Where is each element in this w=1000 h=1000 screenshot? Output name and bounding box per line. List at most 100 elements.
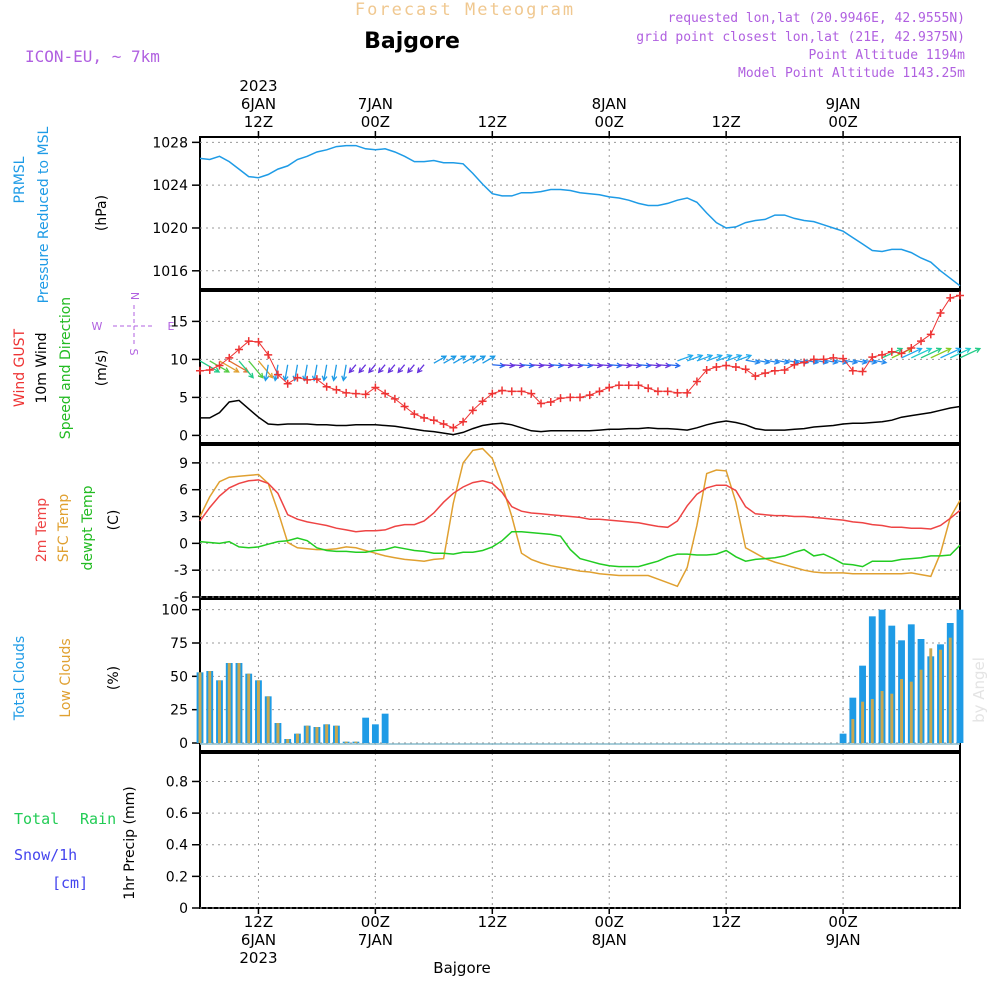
wind-arrow xyxy=(725,354,743,362)
requested-coords: requested lon,lat (20.9946E, 42.9555N) xyxy=(668,11,965,26)
dewpt-series-line xyxy=(199,530,961,568)
wind-arrow xyxy=(263,364,270,382)
wind-arrow xyxy=(872,358,888,365)
clouds-panel: Total Clouds Low Clouds (%) 0 25 50 75 100 xyxy=(12,603,964,752)
gust-marker xyxy=(439,420,448,428)
location-title: Bajgore xyxy=(364,29,460,54)
total-cloud-bar xyxy=(888,625,896,743)
y-tick-label: 0.4 xyxy=(166,838,188,854)
y-tick-label: 0 xyxy=(179,736,188,752)
wind-arrow xyxy=(453,355,467,364)
gust-marker xyxy=(634,381,643,390)
wind-arrow xyxy=(228,360,250,373)
gust-markers xyxy=(196,291,964,432)
total-cloud-bar xyxy=(381,713,389,743)
gust-marker xyxy=(420,413,429,422)
pressure-unit: (hPa) xyxy=(94,195,110,231)
wind-arrow xyxy=(321,364,328,382)
low-cloud-bar xyxy=(227,663,231,743)
gust-marker xyxy=(488,389,497,398)
top-time-label: 12Z xyxy=(244,113,273,131)
gust-marker xyxy=(770,366,779,375)
clouds-unit: (%) xyxy=(106,666,122,690)
wind-arrow xyxy=(248,360,264,379)
gust-marker xyxy=(722,361,731,370)
wind-arrow xyxy=(589,362,604,369)
low-cloud-bar xyxy=(218,680,221,743)
gust-marker xyxy=(731,363,740,371)
10m-wind-label: 10m Wind xyxy=(34,332,50,403)
bottom-time-label: 7JAN xyxy=(358,931,393,949)
gust-marker xyxy=(215,361,224,370)
gust-marker xyxy=(829,353,838,362)
low-cloud-bar xyxy=(257,680,260,743)
y-tick-label: 50 xyxy=(170,669,188,685)
watermark: by Angel xyxy=(970,657,988,723)
gust-marker xyxy=(741,365,750,374)
gust-marker xyxy=(644,384,653,393)
wind-arrow xyxy=(331,364,338,382)
wind-arrow xyxy=(648,362,662,369)
wind-arrow xyxy=(358,364,367,374)
dewpt-temp-label: dewpt Temp xyxy=(80,485,96,570)
gust-marker xyxy=(225,353,234,362)
gust-marker xyxy=(400,402,409,411)
compass-rose: N S W E xyxy=(92,292,175,356)
precip-frame xyxy=(199,752,961,909)
wind-arrow xyxy=(716,354,733,362)
gust-marker xyxy=(527,389,536,398)
gust-marker xyxy=(819,355,828,364)
gust-marker xyxy=(595,387,604,396)
wind-arrow xyxy=(570,362,584,369)
y-tick-label: 15 xyxy=(170,314,188,330)
total-cloud-bar xyxy=(371,724,379,743)
wind-arrow xyxy=(959,347,982,359)
wind-arrow xyxy=(341,364,348,382)
gust-marker xyxy=(468,406,477,415)
low-cloud-bar xyxy=(247,673,251,743)
gust-marker xyxy=(234,345,243,354)
gust-marker xyxy=(449,423,458,432)
wind-arrow xyxy=(433,355,448,364)
wind-arrow xyxy=(599,362,613,369)
top-time-label: 9JAN xyxy=(825,95,860,113)
wind-arrow xyxy=(282,364,289,382)
bottom-time-label: 00Z xyxy=(828,913,857,931)
wind-arrow xyxy=(579,362,594,369)
bottom-time-label: 2023 xyxy=(239,949,277,967)
wind-arrow xyxy=(949,347,972,359)
wind-arrow xyxy=(677,354,694,362)
wind-arrow xyxy=(482,355,496,364)
sfc-temp-series-line xyxy=(199,447,961,588)
y-tick-label: 75 xyxy=(170,636,188,652)
low-cloud-bar xyxy=(909,681,913,743)
total-label: Total xyxy=(14,810,59,828)
wind-arrow xyxy=(657,362,672,369)
total-cloud-bar xyxy=(878,609,886,743)
bottom-time-label: 00Z xyxy=(595,913,624,931)
bottom-time-label: 12Z xyxy=(711,913,740,931)
top-time-label: 7JAN xyxy=(358,95,393,113)
y-tick-label: 1016 xyxy=(152,264,188,280)
low-cloud-bar xyxy=(286,739,290,743)
gust-marker xyxy=(878,350,887,359)
precip-y-ticks: 0 0.2 0.4 0.6 0.8 xyxy=(166,774,960,917)
gust-marker xyxy=(614,381,623,390)
wind-arrow xyxy=(377,364,386,374)
gust-marker xyxy=(381,389,390,398)
cloud-y-ticks: 0 25 50 75 100 xyxy=(161,603,960,752)
bottom-time-label: 12Z xyxy=(478,913,507,931)
low-cloud-bar xyxy=(295,733,299,743)
y-tick-label: 1020 xyxy=(152,221,188,237)
wind-arrow xyxy=(618,362,633,369)
wind-arrow xyxy=(706,354,723,362)
y-tick-label: 100 xyxy=(161,603,188,619)
low-cloud-bar xyxy=(237,663,241,743)
wind-arrow xyxy=(696,354,714,362)
wind-arrow xyxy=(901,347,923,359)
y-tick-label: 3 xyxy=(179,510,188,526)
compass-n: N xyxy=(128,292,141,300)
2m-temp-series-line xyxy=(199,479,961,533)
temp-unit: (C) xyxy=(106,510,122,531)
wind-arrow xyxy=(492,362,506,369)
